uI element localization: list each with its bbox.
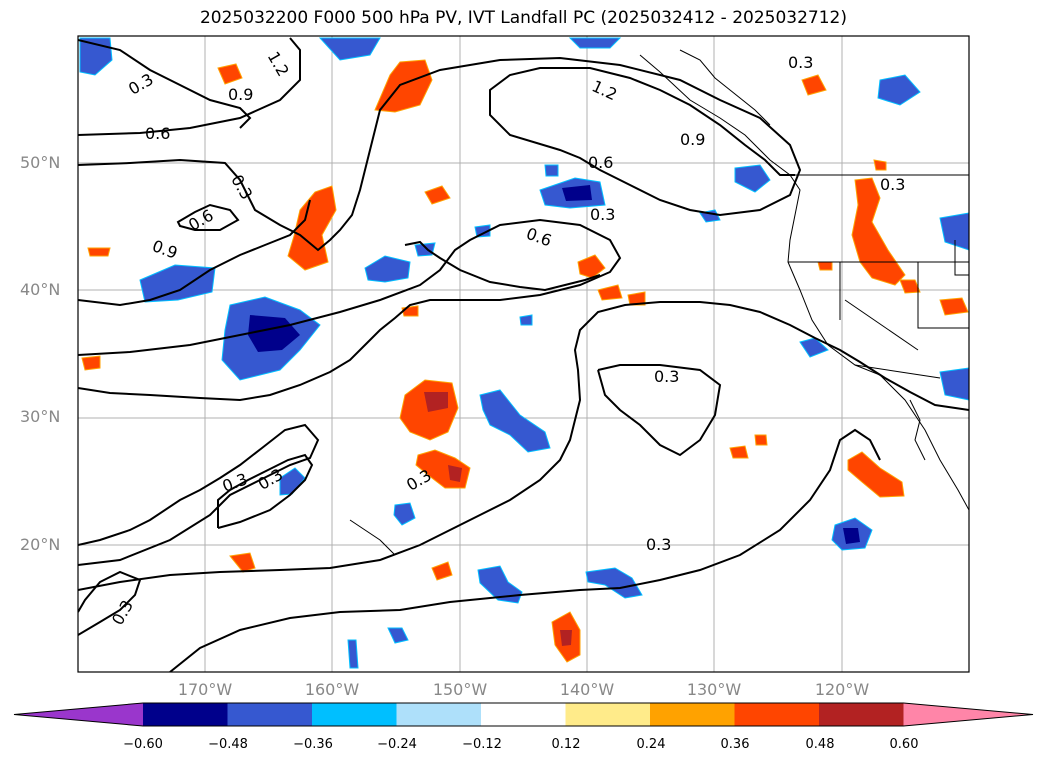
contour-label: 0.9 <box>680 130 705 149</box>
lon-label: 120°W <box>814 680 870 699</box>
colorbar-tick: −0.48 <box>208 737 248 752</box>
colorbar-tick: 0.12 <box>551 737 581 752</box>
colorbar-segment <box>396 703 482 726</box>
contour-label: 0.3 <box>590 205 615 224</box>
lon-label: 140°W <box>559 680 615 699</box>
lat-label: 40°N <box>20 280 61 299</box>
lat-label: 50°N <box>20 153 61 172</box>
lon-label: 160°W <box>304 680 360 699</box>
coastline <box>349 49 969 556</box>
colorbar-segment <box>565 703 651 726</box>
colorbar-tick: −0.12 <box>462 737 502 752</box>
colorbar-segment <box>819 703 904 726</box>
map-frame <box>77 35 970 673</box>
contour-label: 0.3 <box>788 53 813 72</box>
lon-label: 130°W <box>686 680 742 699</box>
colorbar <box>13 702 1034 727</box>
colorbar-tick: −0.24 <box>377 737 417 752</box>
contour-label: 0.6 <box>588 153 613 172</box>
negative-anomaly-regions <box>79 37 969 669</box>
colorbar-extend-max <box>903 703 1033 726</box>
colorbar-tick: −0.36 <box>293 737 333 752</box>
contour-label: 0.3 <box>646 535 671 554</box>
colorbar-tick: −0.60 <box>123 737 163 752</box>
contour-label: 0.6 <box>145 124 170 143</box>
pv-contours <box>78 37 969 672</box>
colorbar-segment <box>481 703 566 726</box>
contour-label: 0.3 <box>654 367 679 386</box>
lat-label: 30°N <box>20 407 61 426</box>
colorbar-segment <box>312 703 397 726</box>
colorbar-segment <box>143 703 228 726</box>
colorbar-tick: 0.48 <box>805 737 835 752</box>
contour-label: 0.9 <box>228 85 253 104</box>
map-background <box>78 36 969 672</box>
colorbar-tick: 0.60 <box>889 737 919 752</box>
colorbar-extend-min <box>14 703 143 726</box>
colorbar-segment <box>734 703 820 726</box>
map-title: 2025032200 F000 500 hPa PV, IVT Landfall… <box>199 8 847 28</box>
lon-label: 150°W <box>432 680 488 699</box>
lat-label: 20°N <box>20 535 61 554</box>
contour-label: 0.3 <box>880 175 905 194</box>
lon-label: 170°W <box>177 680 233 699</box>
colorbar-segment <box>227 703 313 726</box>
colorbar-segment <box>650 703 735 726</box>
colorbar-tick: 0.24 <box>636 737 666 752</box>
colorbar-tick: 0.36 <box>720 737 750 752</box>
colorbar-outline <box>13 702 1034 727</box>
